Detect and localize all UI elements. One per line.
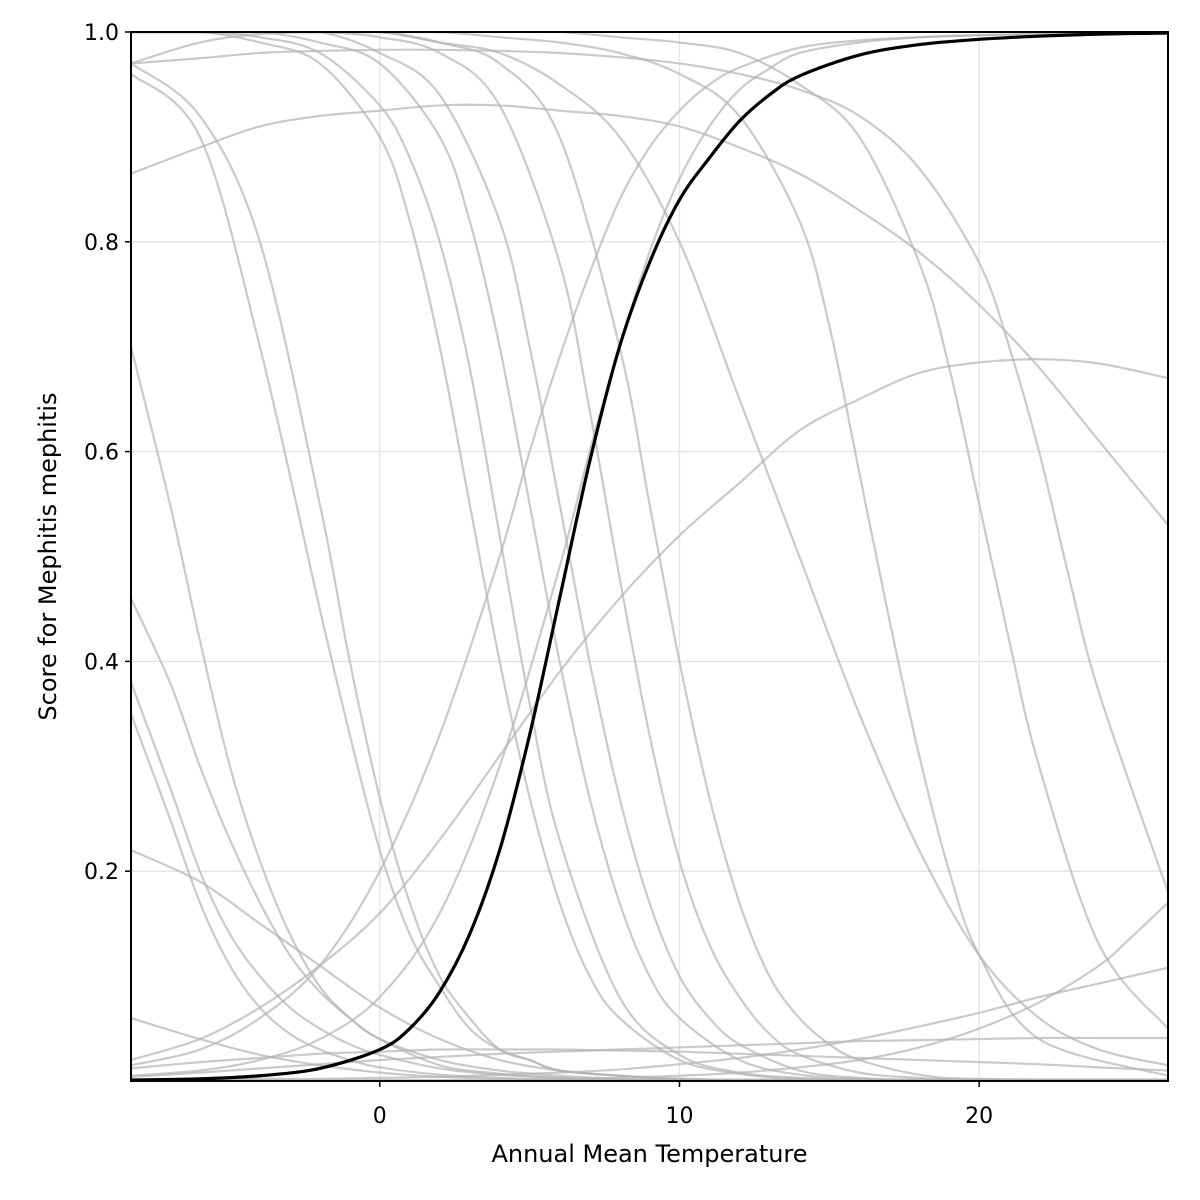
grid-lines (131, 31, 1168, 1081)
background-series-line (131, 32, 1168, 1077)
background-series-line (131, 48, 1168, 893)
x-tick-label: 20 (965, 1104, 993, 1129)
y-axis-ticks: 0.2 0.4 0.6 0.8 1.0 (84, 21, 131, 885)
highlight-series-group (131, 32, 1168, 1081)
background-series-line (131, 1048, 1168, 1072)
y-axis-title: Score for Mephitis mephitis (34, 392, 62, 720)
plot-area (131, 32, 1168, 1081)
x-tick-label: 0 (373, 1104, 387, 1129)
background-series-line (131, 32, 1168, 1081)
y-tick-label: 0.6 (84, 441, 119, 466)
x-axis-title: Annual Mean Temperature (491, 1140, 807, 1168)
y-tick-label: 0.4 (84, 650, 119, 675)
x-tick-label: 10 (665, 1104, 693, 1129)
background-series-line (131, 32, 1168, 1081)
background-series-line (131, 103, 1168, 526)
background-series-line (131, 32, 1168, 1081)
plot-frame (130, 31, 1169, 1082)
background-series-line (131, 32, 1168, 1081)
x-axis-ticks: 0 10 20 (373, 1081, 993, 1129)
background-series-line (131, 1036, 1168, 1078)
y-tick-label: 0.8 (84, 231, 119, 256)
background-series-line (131, 901, 1168, 1081)
highlight-series-line (131, 32, 1168, 1081)
y-tick-label: 1.0 (84, 21, 119, 46)
y-tick-label: 0.2 (84, 860, 119, 885)
background-series-group (131, 32, 1168, 1081)
background-series-line (131, 32, 1168, 1030)
